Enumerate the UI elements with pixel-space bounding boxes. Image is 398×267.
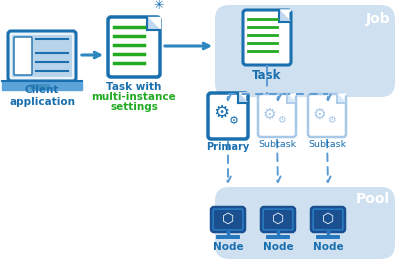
- Text: Job: Job: [365, 12, 390, 26]
- Text: ⬡: ⬡: [272, 212, 284, 226]
- Text: ⚙: ⚙: [312, 107, 326, 121]
- Text: ⚙: ⚙: [213, 104, 229, 122]
- Text: Node: Node: [263, 242, 293, 252]
- Text: Task: Task: [252, 69, 282, 82]
- FancyBboxPatch shape: [311, 207, 345, 232]
- Text: multi-instance: multi-instance: [92, 92, 176, 102]
- FancyBboxPatch shape: [243, 10, 291, 65]
- Text: Node: Node: [213, 242, 243, 252]
- FancyBboxPatch shape: [30, 84, 50, 89]
- Polygon shape: [238, 93, 248, 103]
- Text: ✳: ✳: [154, 0, 164, 12]
- Polygon shape: [238, 93, 248, 103]
- Text: ⚙: ⚙: [277, 115, 285, 125]
- FancyBboxPatch shape: [14, 37, 32, 75]
- FancyBboxPatch shape: [258, 94, 296, 137]
- Text: Task with: Task with: [106, 82, 162, 92]
- FancyBboxPatch shape: [261, 207, 295, 232]
- Polygon shape: [337, 94, 346, 103]
- FancyBboxPatch shape: [215, 187, 395, 259]
- Text: settings: settings: [110, 102, 158, 112]
- FancyBboxPatch shape: [215, 5, 395, 97]
- Text: Primary: Primary: [207, 142, 250, 152]
- FancyBboxPatch shape: [108, 17, 160, 77]
- Text: ⚙: ⚙: [229, 116, 239, 126]
- Polygon shape: [287, 94, 296, 103]
- FancyBboxPatch shape: [266, 235, 290, 239]
- FancyBboxPatch shape: [316, 235, 340, 239]
- Text: ⚙: ⚙: [262, 107, 276, 121]
- Text: ⬡: ⬡: [222, 212, 234, 226]
- Polygon shape: [2, 82, 82, 90]
- Polygon shape: [279, 10, 291, 22]
- FancyBboxPatch shape: [2, 81, 82, 90]
- Text: ⚙: ⚙: [327, 115, 336, 125]
- Text: ⬡: ⬡: [322, 212, 334, 226]
- Polygon shape: [287, 94, 296, 103]
- FancyBboxPatch shape: [216, 235, 240, 239]
- Polygon shape: [147, 17, 160, 30]
- Text: Client
application: Client application: [9, 85, 75, 107]
- FancyBboxPatch shape: [314, 210, 342, 229]
- FancyBboxPatch shape: [264, 210, 292, 229]
- Text: Subtask: Subtask: [308, 140, 346, 149]
- FancyBboxPatch shape: [208, 93, 248, 139]
- FancyBboxPatch shape: [12, 35, 72, 77]
- Polygon shape: [147, 17, 160, 30]
- FancyBboxPatch shape: [8, 31, 76, 81]
- Text: Pool: Pool: [356, 192, 390, 206]
- FancyBboxPatch shape: [308, 94, 346, 137]
- FancyBboxPatch shape: [214, 210, 242, 229]
- Polygon shape: [337, 94, 346, 103]
- Polygon shape: [279, 10, 291, 22]
- FancyBboxPatch shape: [211, 207, 245, 232]
- Text: Node: Node: [313, 242, 343, 252]
- Text: Subtask: Subtask: [258, 140, 296, 149]
